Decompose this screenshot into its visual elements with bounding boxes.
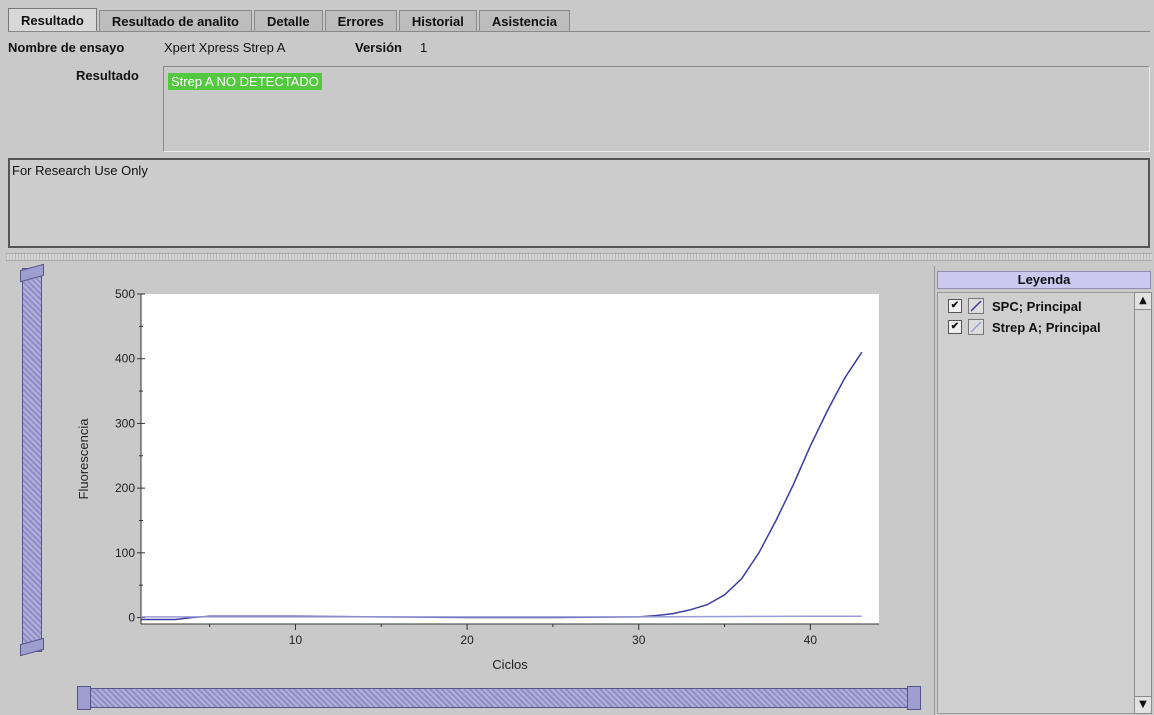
note-area: For Research Use Only: [8, 158, 1150, 248]
x-tick-label: 20: [460, 633, 474, 647]
x-tick-label: 10: [289, 633, 303, 647]
legend-item-label: Strep A; Principal: [992, 319, 1101, 335]
tab-resultado[interactable]: Resultado: [8, 8, 97, 32]
tab-errores[interactable]: Errores: [324, 10, 397, 32]
line-swatch-icon: [968, 319, 984, 335]
legend-panel: Leyenda ✔ SPC; Principal ✔ Strep A; Prin…: [934, 266, 1154, 715]
note-text: For Research Use Only: [12, 163, 148, 178]
tab-divider: [8, 31, 1150, 32]
legend-item-spc[interactable]: ✔ SPC; Principal: [948, 297, 1082, 315]
assay-name-value: Xpert Xpress Strep A: [164, 40, 286, 55]
tab-asistencia[interactable]: Asistencia: [478, 10, 570, 32]
y-tick-label: 0: [128, 611, 135, 625]
amplification-chart: 0 100 200 300 400 500 10 20 30 40 Ciclos Fluorescen…: [76, 287, 879, 672]
tab-bar: Resultado Resultado de analito Detalle E…: [8, 6, 572, 32]
tab-detalle[interactable]: Detalle: [253, 10, 323, 32]
chart-area: 0 100 200 300 400 500 10 20 30 40 Ciclos Fluorescen…: [8, 263, 930, 715]
slider-handle-right[interactable]: [907, 686, 921, 710]
result-label: Resultado: [76, 68, 139, 83]
series-line-strep-a: [141, 615, 862, 618]
vertical-zoom-slider[interactable]: [20, 263, 44, 657]
assay-name-label: Nombre de ensayo: [8, 40, 125, 55]
legend-scrollbar[interactable]: ▲ ▼: [1134, 292, 1152, 714]
y-tick-label: 200: [115, 481, 135, 495]
legend-item-label: SPC; Principal: [992, 298, 1082, 314]
slider-handle-left[interactable]: [77, 686, 91, 710]
horizontal-zoom-slider[interactable]: [77, 686, 921, 710]
x-axis-label: Ciclos: [492, 657, 528, 672]
version-label: Versión: [355, 40, 402, 55]
y-tick-label: 300: [115, 416, 135, 430]
checkbox[interactable]: ✔: [948, 320, 962, 334]
x-tick-label: 40: [804, 633, 818, 647]
result-value: Strep A NO DETECTADO: [168, 73, 322, 90]
line-swatch-icon: [968, 298, 984, 314]
legend-list: ✔ SPC; Principal ✔ Strep A; Principal: [937, 292, 1135, 714]
tab-historial[interactable]: Historial: [398, 10, 477, 32]
result-field: Strep A NO DETECTADO: [163, 66, 1150, 152]
y-tick-label: 400: [115, 352, 135, 366]
y-tick-label: 100: [115, 546, 135, 560]
y-tick-label: 500: [115, 287, 135, 301]
tab-resultado-de-analito[interactable]: Resultado de analito: [98, 10, 252, 32]
plot-background: [141, 294, 879, 624]
y-axis-label: Fluorescencia: [76, 418, 91, 500]
legend-title: Leyenda: [937, 271, 1151, 289]
panel-splitter[interactable]: [6, 253, 1152, 261]
version-value: 1: [420, 40, 428, 55]
checkbox[interactable]: ✔: [948, 299, 962, 313]
x-tick-label: 30: [632, 633, 646, 647]
scroll-down-icon[interactable]: ▼: [1135, 696, 1151, 713]
scroll-up-icon[interactable]: ▲: [1135, 293, 1151, 310]
legend-item-strep-a[interactable]: ✔ Strep A; Principal: [948, 318, 1101, 336]
